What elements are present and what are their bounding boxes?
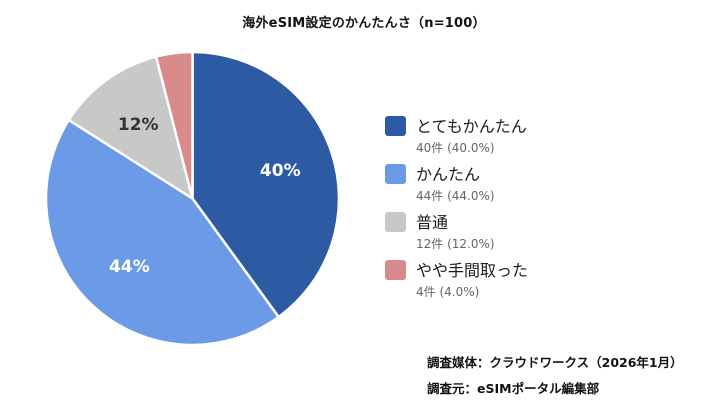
legend-label: やや手間取った <box>416 261 529 280</box>
survey-publisher-note: 調査元：eSIMポータル編集部 <box>427 381 600 396</box>
slice-somewhat-difficult <box>154 50 194 200</box>
legend-count: 44件 (44.0%) <box>416 189 495 203</box>
slice-percent-label: 12% <box>118 115 159 135</box>
chart-title: 海外eSIM設定のかんたんさ（n=100） <box>242 16 486 31</box>
legend-label: とてもかんたん <box>416 117 527 136</box>
slice-percent-label: 40% <box>260 161 301 181</box>
slice-percent-label: 44% <box>109 257 150 277</box>
legend-swatch <box>385 212 406 232</box>
legend-count: 40件 (40.0%) <box>416 141 495 155</box>
legend-count: 12件 (12.0%) <box>416 237 495 251</box>
legend-swatch <box>385 116 406 136</box>
legend-label: かんたん <box>416 165 481 184</box>
slice-easy <box>44 118 280 347</box>
legend-swatch <box>385 260 406 280</box>
legend-swatch <box>385 164 406 184</box>
slice-normal <box>67 55 194 200</box>
legend-label: 普通 <box>416 213 449 232</box>
slice-very-easy <box>191 50 341 319</box>
legend-count: 4件 (4.0%) <box>416 285 480 299</box>
survey-medium-note: 調査媒体：クラウドワークス（2026年1月） <box>427 355 683 370</box>
